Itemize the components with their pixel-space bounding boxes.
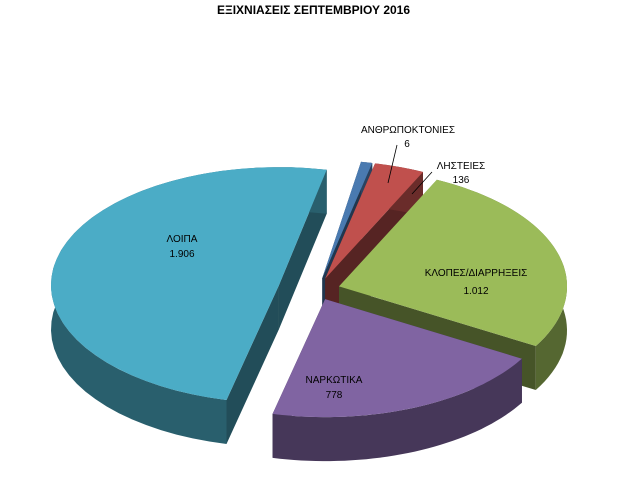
slice-label: ΝΑΡΚΩΤΙΚΑ — [306, 375, 363, 386]
slice-value-label: 778 — [326, 390, 343, 401]
slice-κλοπες-διαρρηξεις — [339, 179, 567, 346]
slice-value-label: 1.906 — [169, 249, 194, 260]
slice-value-label: 136 — [453, 175, 470, 186]
slice-value-label: 1.012 — [463, 286, 488, 297]
slice-label: ΚΛΟΠΕΣ/ΔΙΑΡΡΗΞΕΙΣ — [425, 268, 528, 279]
chart-title: ΕΞΙΧΝΙΑΣΕΙΣ ΣΕΠΤΕΜΒΡΙΟΥ 2016 — [216, 3, 411, 17]
slice-label: ΑΝΘΡΩΠΟΚΤΟΝΙΕΣ — [361, 125, 455, 136]
slice-side-λοιπα — [226, 285, 279, 444]
leader-line — [387, 144, 398, 184]
slice-value-label: 6 — [404, 139, 410, 150]
slice-ανθρωποκτονιες — [322, 161, 373, 279]
slice-ναρκωτικα — [272, 299, 522, 418]
slice-label: ΛΟΙΠΑ — [167, 234, 198, 245]
slice-λοιπα — [51, 167, 327, 400]
slice-wall-ναρκωτικα — [272, 358, 522, 462]
slice-label: ΛΗΣΤΕΙΕΣ — [437, 161, 486, 172]
slice-ληστειες — [325, 163, 423, 279]
leader-line — [411, 171, 433, 195]
